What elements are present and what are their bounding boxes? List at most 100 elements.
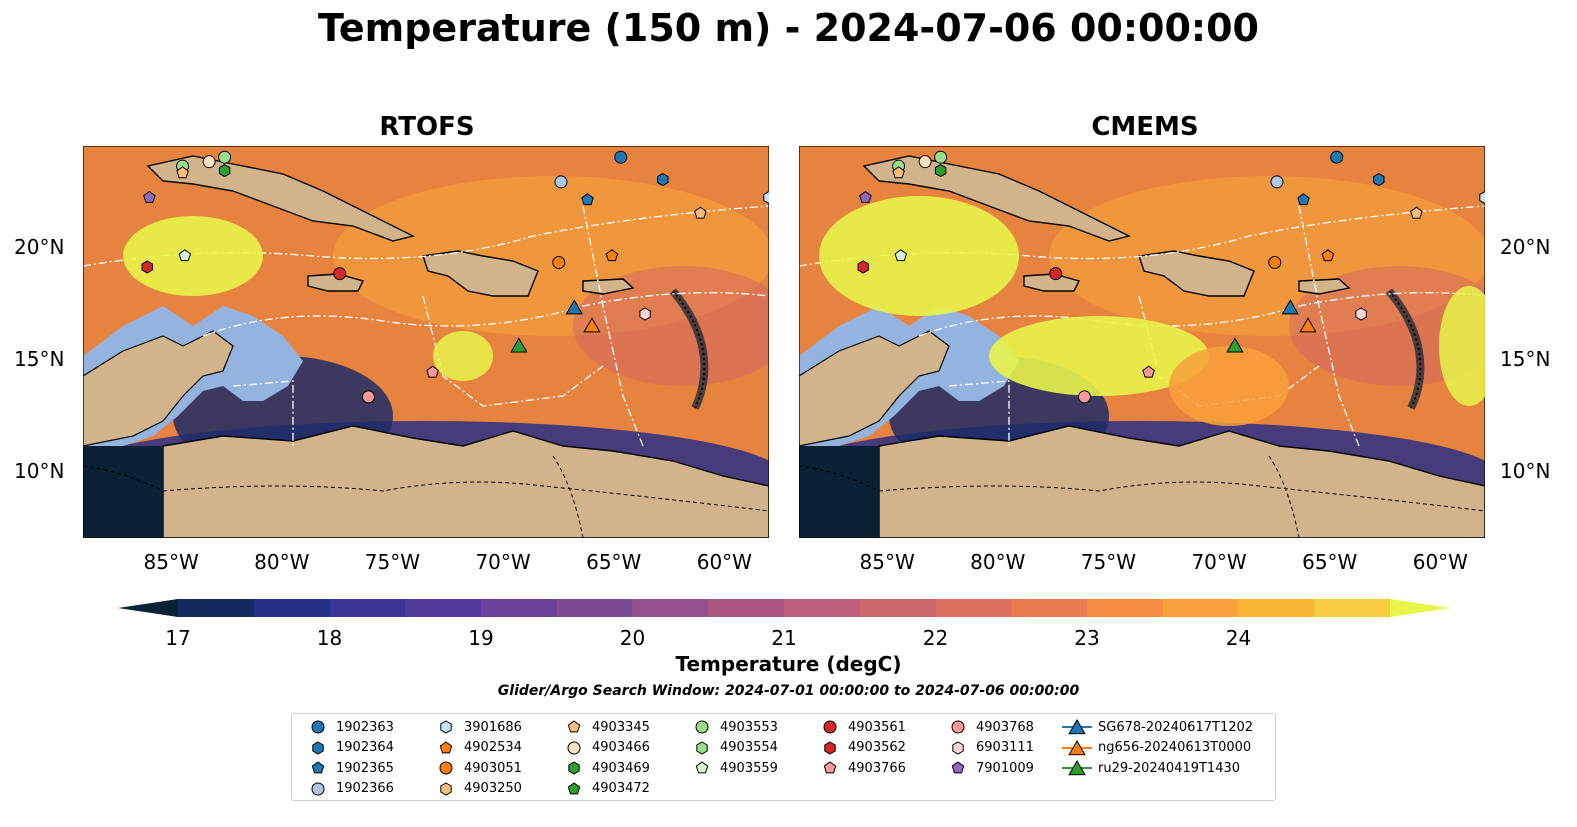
lon-tick-label: 80°W: [254, 550, 310, 574]
float-marker-1902364: [1373, 173, 1385, 187]
float-marker-4903561: [1049, 267, 1063, 281]
float-marker-4903469: [934, 164, 947, 178]
legend-label: 6903111: [976, 740, 1034, 755]
float-marker-4903768: [361, 390, 375, 404]
colorbar: [118, 599, 1450, 617]
legend-entry: 4903466: [562, 738, 650, 758]
legend-entry: 1902366: [306, 779, 394, 799]
colorbar-segment: [481, 599, 558, 617]
lon-tick-label: 60°W: [696, 550, 752, 574]
legend-label: 4903561: [848, 719, 906, 735]
legend-label: 4902534: [464, 740, 522, 755]
lon-tick-label: 65°W: [1302, 550, 1358, 574]
colorbar-segment: [859, 599, 936, 617]
legend-marker-icon: [1062, 719, 1092, 735]
legend-marker-icon: [951, 720, 965, 734]
float-marker-6903111: [1355, 307, 1367, 321]
colorbar-tick-label: 21: [771, 626, 797, 650]
colorbar-segment: [708, 599, 785, 617]
search-window-text: Glider/Argo Search Window: 2024-07-01 00…: [497, 683, 1080, 699]
lat-tick-label-right: 20°N: [1500, 234, 1551, 259]
colorbar-segment: [784, 599, 861, 617]
colorbar-tick-label: 20: [619, 626, 646, 650]
float-marker-4903051: [1268, 255, 1282, 269]
legend-label: ng656-20240613T0000: [1098, 740, 1252, 755]
glider-marker-ng656-20240613T0000: [583, 317, 601, 333]
legend-label: 1902363: [336, 719, 394, 735]
legend-marker-icon: [311, 761, 325, 774]
float-marker-4903766: [1142, 365, 1155, 378]
legend-label: 4903559: [720, 760, 778, 776]
legend-marker-icon: [696, 740, 708, 755]
float-marker-4903559: [894, 249, 908, 262]
lat-tick-label-left: 15°N: [14, 346, 65, 371]
colorbar-segment: [935, 599, 1012, 617]
legend-entry: 3901686: [434, 717, 522, 737]
glider-marker-SG678-20240617T1202: [1281, 299, 1299, 315]
lon-tick-label: 60°W: [1412, 550, 1468, 574]
legend-entry: 4903561: [818, 717, 906, 737]
lon-tick-label: 85°W: [143, 550, 199, 574]
colorbar-tick-label: 23: [1074, 626, 1100, 650]
legend-label: 3901686: [464, 719, 522, 735]
legend-entry: 4903559: [690, 758, 778, 778]
colorbar-segment: [178, 599, 255, 617]
legend-label: 1902365: [336, 760, 394, 776]
float-marker-4903553: [218, 150, 232, 164]
figure-title: Temperature (150 m) - 2024-07-06 00:00:0…: [317, 6, 1259, 50]
legend-marker-icon: [440, 781, 452, 796]
colorbar-segment: [1162, 599, 1239, 617]
colorbar-segment: [632, 599, 709, 617]
float-marker-4903469: [218, 164, 231, 178]
float-marker-3901686: [763, 190, 769, 205]
legend-entry: 4903469: [562, 758, 650, 778]
glider-marker-ru29-20240419T1430: [510, 337, 528, 353]
float-marker-4903561: [333, 267, 347, 281]
legend-label: 4903562: [848, 740, 906, 755]
float-marker-6903111: [639, 307, 651, 321]
colorbar-segment: [1011, 599, 1088, 617]
float-marker-4903559: [178, 249, 192, 262]
float-marker-1902364: [657, 173, 669, 187]
legend-marker-icon: [567, 741, 581, 754]
colorbar-segment: [253, 599, 330, 617]
legend-label: ru29-20240419T1430: [1098, 760, 1241, 776]
map-rtofs: [83, 146, 769, 538]
float-marker-1902363: [614, 150, 628, 164]
colorbar-segment: [1238, 599, 1315, 617]
legend-marker-icon: [311, 782, 325, 795]
float-marker-1902366: [1270, 175, 1284, 189]
legend-label: 4903766: [848, 760, 906, 776]
legend-marker-icon: [1062, 739, 1092, 755]
legend-marker-icon: [439, 761, 453, 775]
legend: 1902363 1902364 1902365 1902366 3901686 49025…: [291, 713, 1276, 801]
legend-entry: 1902365: [306, 758, 394, 778]
legend-entry: 4902534: [434, 738, 522, 758]
legend-marker-icon: [440, 720, 452, 734]
lat-tick-label-left: 20°N: [14, 234, 65, 259]
colorbar-tick-label: 17: [165, 626, 191, 650]
legend-entry: 4903554: [690, 738, 778, 758]
colorbar-segment: [405, 599, 482, 617]
float-marker-1902365: [581, 193, 594, 206]
legend-marker-icon: [695, 720, 709, 734]
legend-label: 7901009: [976, 760, 1034, 776]
float-marker-3901686: [1479, 190, 1485, 205]
legend-marker-icon: [824, 740, 836, 755]
colorbar-segment: [1087, 599, 1164, 617]
glider-marker-ng656-20240613T0000: [1299, 317, 1317, 333]
float-marker-4903768: [1077, 390, 1091, 404]
colorbar-extend-low: [118, 599, 178, 617]
legend-label: 4903466: [592, 740, 650, 755]
float-marker-7901009: [143, 190, 156, 203]
float-marker-4903553: [934, 150, 948, 164]
float-marker-4903562: [141, 260, 153, 274]
lon-tick-label: 85°W: [859, 550, 915, 574]
colorbar-tick-label: 19: [468, 626, 494, 650]
lon-tick-label: 80°W: [970, 550, 1026, 574]
glider-marker-ru29-20240419T1430: [1226, 337, 1244, 353]
panel-title-cmems: CMEMS: [1091, 112, 1199, 142]
float-marker-4903345: [176, 166, 189, 179]
lat-tick-label-right: 15°N: [1500, 346, 1551, 371]
legend-marker-icon: [951, 761, 965, 774]
